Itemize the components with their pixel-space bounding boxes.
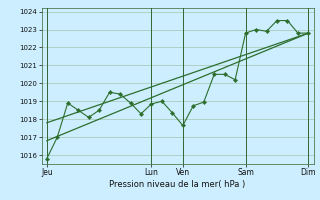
X-axis label: Pression niveau de la mer( hPa ): Pression niveau de la mer( hPa ): [109, 180, 246, 189]
